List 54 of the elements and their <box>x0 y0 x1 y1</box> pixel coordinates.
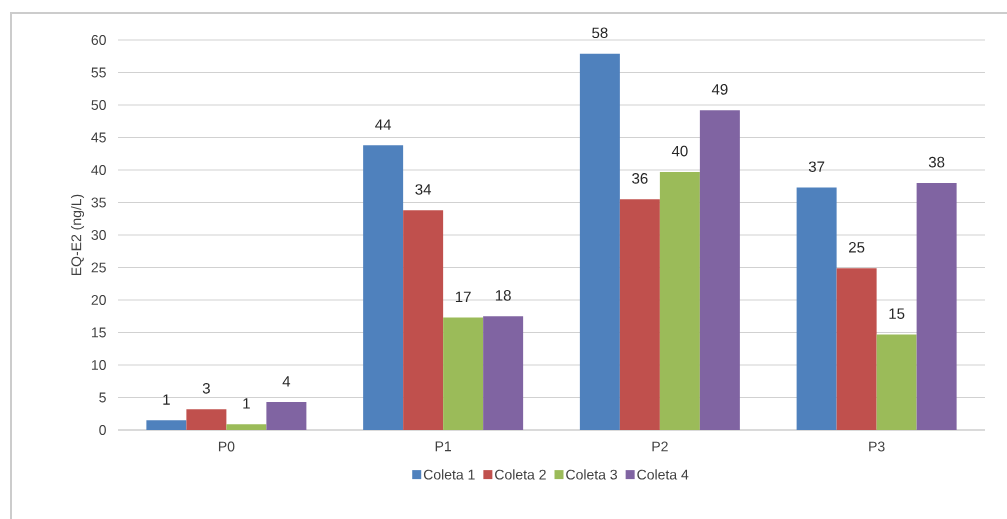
data-label: 44 <box>375 119 392 130</box>
data-label: 1 <box>163 394 170 405</box>
data-label: 40 <box>671 145 688 157</box>
x-tick-label: P0 <box>218 441 235 452</box>
y-tick-label: 30 <box>91 230 106 240</box>
bar <box>699 110 740 430</box>
legend-label: Coleta 2 <box>495 469 546 480</box>
bar <box>579 53 620 430</box>
data-label: 1 <box>243 398 250 409</box>
y-tick-label: 20 <box>91 295 106 305</box>
x-tick-label: P3 <box>869 441 885 452</box>
legend-label: Coleta 1 <box>423 469 475 480</box>
y-tick-label: 45 <box>91 132 106 143</box>
data-label: 15 <box>889 308 905 319</box>
legend-label: Coleta 4 <box>637 469 689 480</box>
y-tick-label: 0 <box>99 425 106 435</box>
bar <box>266 402 307 430</box>
bar <box>403 210 444 430</box>
data-label: 4 <box>282 376 291 387</box>
y-tick-label: 55 <box>91 67 106 78</box>
bar <box>443 317 484 430</box>
y-axis-title: EQ-E2 (ng/L) <box>70 194 85 276</box>
y-tick-label: 10 <box>91 360 106 370</box>
bar <box>146 420 187 430</box>
bar <box>916 182 957 430</box>
bar <box>836 268 877 430</box>
data-label: 58 <box>592 27 608 39</box>
data-label: 38 <box>928 156 945 168</box>
y-tick-label: 35 <box>91 197 106 208</box>
data-label: 3 <box>202 383 210 394</box>
data-label: 49 <box>711 84 728 95</box>
legend-label: Coleta 3 <box>566 469 617 480</box>
bar <box>483 316 524 430</box>
bar <box>226 424 267 430</box>
y-tick-label: 25 <box>91 262 106 273</box>
data-label: 34 <box>415 184 432 195</box>
y-tick-label: 60 <box>91 35 106 45</box>
y-tick-label: 50 <box>91 100 106 110</box>
x-tick-label: P2 <box>652 441 668 452</box>
data-label: 36 <box>632 173 648 184</box>
y-tick-label: 5 <box>99 392 106 403</box>
y-tick-label: 40 <box>91 165 106 175</box>
data-label: 18 <box>495 290 511 301</box>
bar <box>876 334 917 430</box>
bar <box>659 171 700 430</box>
data-label: 37 <box>808 161 825 172</box>
data-label: 25 <box>849 241 865 253</box>
x-tick-label: P1 <box>435 441 452 452</box>
y-tick-label: 15 <box>91 327 106 338</box>
data-label: 17 <box>455 291 471 303</box>
bar <box>796 187 837 430</box>
bar <box>186 409 227 430</box>
bar <box>363 145 404 430</box>
bar <box>619 199 660 430</box>
